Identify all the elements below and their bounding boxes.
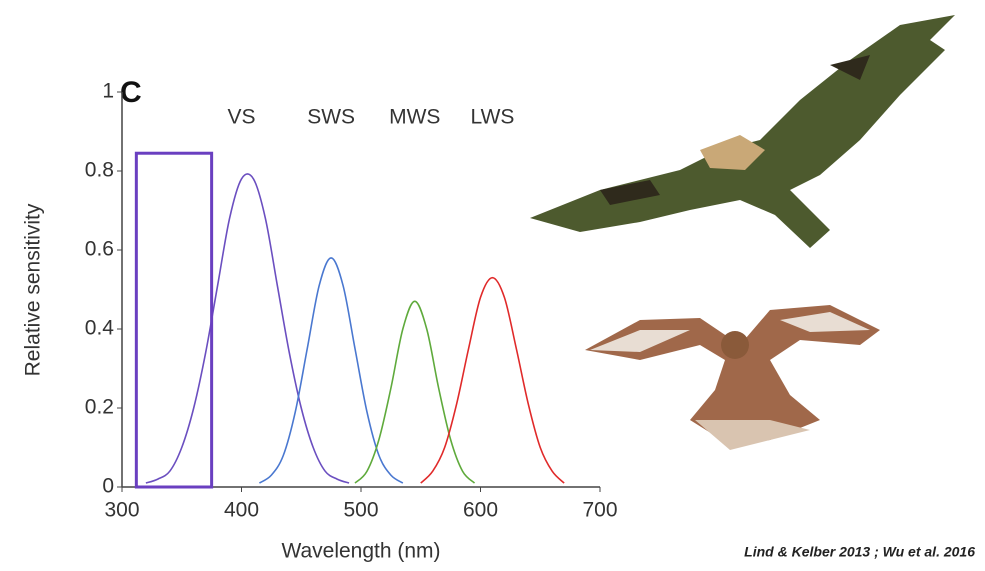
uv-highlight-box [136, 153, 211, 487]
y-tick-label: 0.6 [85, 238, 114, 261]
x-tick-label: 600 [463, 499, 498, 522]
series-label: VS [227, 106, 255, 129]
x-tick-label: 500 [343, 499, 378, 522]
y-tick-label: 1 [102, 80, 114, 103]
sensitivity-curve [355, 301, 475, 483]
sensitivity-curve [421, 278, 564, 483]
y-axis-label: Relative sensitivity [22, 203, 45, 376]
x-tick-label: 700 [582, 499, 617, 522]
panel-label: C [120, 76, 142, 109]
series-label: MWS [389, 106, 440, 129]
y-tick-label: 0.8 [85, 159, 114, 182]
x-tick-label: 300 [104, 499, 139, 522]
x-tick-label: 400 [224, 499, 259, 522]
buzzard-image [530, 15, 955, 248]
sensitivity-curve [259, 258, 402, 483]
series-label: SWS [307, 106, 355, 129]
y-tick-label: 0.4 [85, 317, 115, 340]
series-label: LWS [470, 106, 514, 129]
credit: Lind & Kelber 2013 ; Wu et al. 2016 [744, 544, 975, 560]
chart: C Relative sensitivity Wavelength (nm) L… [0, 0, 985, 571]
kestrel-image [585, 305, 880, 450]
y-tick-label: 0.2 [85, 396, 114, 419]
x-axis-label: Wavelength (nm) [281, 540, 440, 563]
sensitivity-curve [146, 174, 349, 483]
page: C Relative sensitivity Wavelength (nm) L… [0, 0, 985, 571]
y-tick-label: 0 [102, 475, 114, 498]
